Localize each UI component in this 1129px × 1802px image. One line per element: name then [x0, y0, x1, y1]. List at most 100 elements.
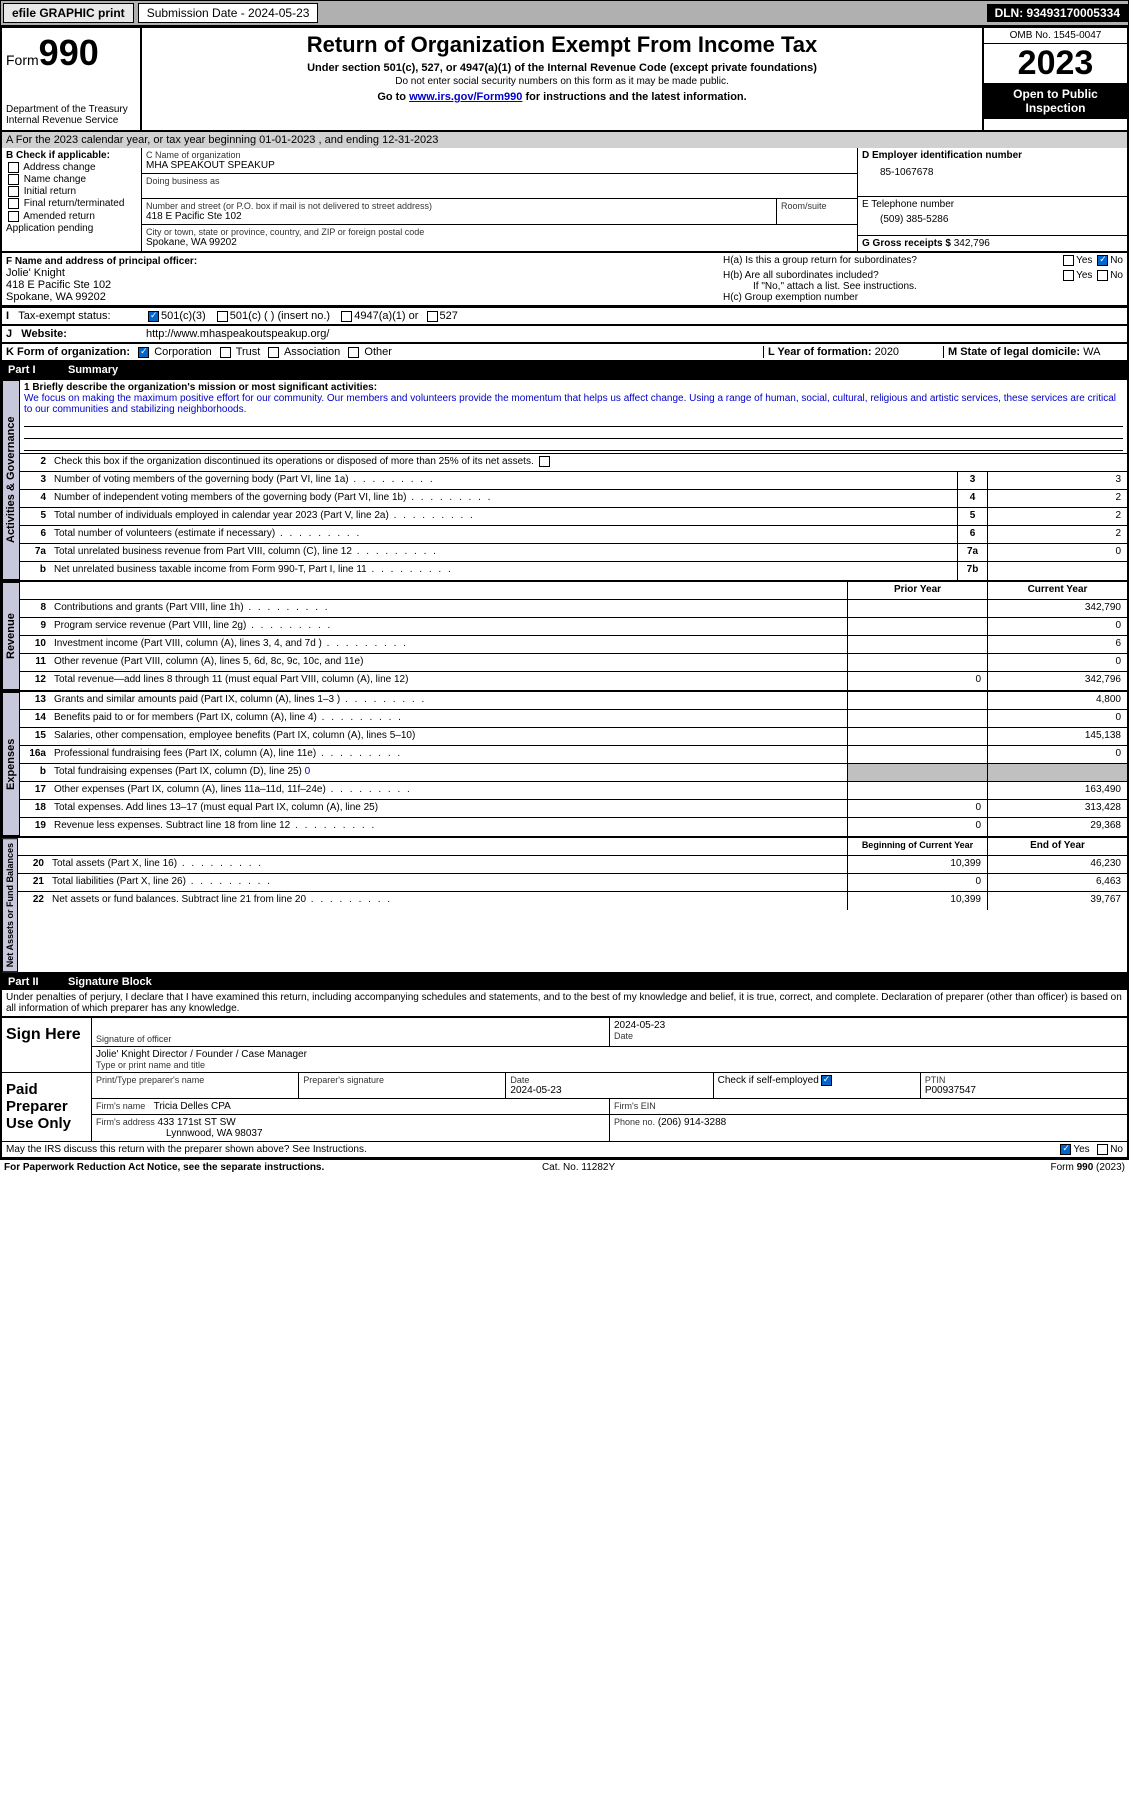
topbar: efile GRAPHIC print Submission Date - 20…: [0, 0, 1129, 26]
val-5: 2: [987, 508, 1127, 525]
firm-name: Tricia Delles CPA: [154, 1101, 231, 1112]
cat-no: Cat. No. 11282Y: [542, 1162, 615, 1173]
chk-amended[interactable]: [8, 211, 19, 222]
room-label: Room/suite: [781, 201, 853, 211]
line-9: Program service revenue (Part VIII, line…: [50, 618, 847, 635]
preparer-date: 2024-05-23: [510, 1085, 708, 1096]
form-link-row: Go to www.irs.gov/Form990 for instructio…: [146, 91, 978, 103]
phone-value: (509) 385-5286: [880, 214, 1123, 225]
officer-addr1: 418 E Pacific Ste 102: [6, 279, 723, 291]
header-grid: B Check if applicable: Address change Na…: [0, 148, 1129, 253]
city-label: City or town, state or province, country…: [146, 227, 853, 237]
val-8c: 342,790: [987, 600, 1127, 617]
sidetab-expenses: Expenses: [2, 692, 20, 836]
chk-corp[interactable]: [138, 347, 149, 358]
org-name-label: C Name of organization: [146, 150, 853, 160]
val-16ac: 0: [987, 746, 1127, 763]
val-20e: 46,230: [987, 856, 1127, 873]
val-20b: 10,399: [847, 856, 987, 873]
part1-label: Part I: [8, 364, 68, 376]
mission-label: 1 Briefly describe the organization's mi…: [24, 382, 1123, 393]
val-3: 3: [987, 472, 1127, 489]
form-label: Form: [6, 52, 39, 68]
form-title: Return of Organization Exempt From Incom…: [146, 32, 978, 58]
city-state-zip: Spokane, WA 99202: [146, 237, 853, 248]
chk-other[interactable]: [348, 347, 359, 358]
chk-discuss-no[interactable]: [1097, 1144, 1108, 1155]
line-22: Net assets or fund balances. Subtract li…: [48, 892, 847, 910]
firm-addr-label: Firm's address: [96, 1117, 155, 1127]
chk-hb-yes[interactable]: [1063, 270, 1074, 281]
chk-initial-return[interactable]: [8, 186, 19, 197]
firm-phone: (206) 914-3288: [658, 1117, 726, 1128]
chk-hb-no[interactable]: [1097, 270, 1108, 281]
firm-ein-label: Firm's EIN: [614, 1101, 656, 1111]
sign-date: 2024-05-23: [614, 1020, 1123, 1031]
prior-year-hdr: Prior Year: [847, 582, 987, 599]
part2-bar: Part II Signature Block: [0, 974, 1129, 990]
hb-label: H(b) Are all subordinates included?: [723, 270, 879, 281]
line-10: Investment income (Part VIII, column (A)…: [50, 636, 847, 653]
chk-assoc[interactable]: [268, 347, 279, 358]
part1-bar: Part I Summary: [0, 362, 1129, 378]
val-18c: 313,428: [987, 800, 1127, 817]
ptin-label: PTIN: [925, 1075, 1123, 1085]
dln: DLN: 93493170005334: [987, 4, 1128, 22]
chk-ha-no[interactable]: [1097, 255, 1108, 266]
signature-block: Sign Here Signature of officer 2024-05-2…: [0, 1018, 1129, 1159]
val-12p: 0: [847, 672, 987, 690]
val-7b: [987, 562, 1127, 580]
val-10c: 6: [987, 636, 1127, 653]
chk-ha-yes[interactable]: [1063, 255, 1074, 266]
val-9c: 0: [987, 618, 1127, 635]
chk-527[interactable]: [427, 311, 438, 322]
val-13c: 4,800: [987, 692, 1127, 709]
form-org-label: K Form of organization:: [6, 346, 130, 358]
val-15c: 145,138: [987, 728, 1127, 745]
line-19: Revenue less expenses. Subtract line 18 …: [50, 818, 847, 836]
chk-self-employed[interactable]: [821, 1075, 832, 1086]
row-i-exempt: I Tax-exempt status: 501(c)(3) 501(c) ( …: [0, 307, 1129, 326]
website-link[interactable]: http://www.mhaspeakoutspeakup.org/: [146, 328, 329, 340]
line-15: Salaries, other compensation, employee b…: [50, 728, 847, 745]
chk-trust[interactable]: [220, 347, 231, 358]
line-14: Benefits paid to or for members (Part IX…: [50, 710, 847, 727]
chk-discuss-yes[interactable]: [1060, 1144, 1071, 1155]
firm-phone-label: Phone no.: [614, 1117, 655, 1127]
current-year-hdr: Current Year: [987, 582, 1127, 599]
officer-label: F Name and address of principal officer:: [6, 256, 723, 267]
sidetab-revenue: Revenue: [2, 582, 20, 690]
irs-label: Internal Revenue Service: [6, 115, 136, 126]
line-16a: Professional fundraising fees (Part IX, …: [50, 746, 847, 763]
preparer-name-label: Print/Type preparer's name: [96, 1075, 294, 1085]
form-number: 990: [39, 32, 99, 73]
line-3: Number of voting members of the governin…: [50, 472, 957, 489]
paid-preparer-label: Paid Preparer Use Only: [2, 1073, 92, 1141]
form-footer: Form 990 (2023): [1050, 1162, 1124, 1173]
officer-addr2: Spokane, WA 99202: [6, 291, 723, 303]
chk-final-return[interactable]: [8, 198, 19, 209]
line-17: Other expenses (Part IX, column (A), lin…: [50, 782, 847, 799]
val-19p: 0: [847, 818, 987, 836]
efile-print-btn[interactable]: efile GRAPHIC print: [3, 3, 134, 23]
val-22e: 39,767: [987, 892, 1127, 910]
line-16b: Total fundraising expenses (Part IX, col…: [50, 764, 847, 781]
hb-note: If "No," attach a list. See instructions…: [753, 281, 1123, 292]
line-12: Total revenue—add lines 8 through 11 (mu…: [50, 672, 847, 690]
discuss-question: May the IRS discuss this return with the…: [6, 1144, 367, 1155]
irs-link[interactable]: www.irs.gov/Form990: [409, 91, 522, 103]
val-7a: 0: [987, 544, 1127, 561]
pra-notice: For Paperwork Reduction Act Notice, see …: [4, 1162, 324, 1173]
hc-label: H(c) Group exemption number: [723, 292, 1123, 303]
chk-name-change[interactable]: [8, 174, 19, 185]
open-public: Open to Public Inspection: [984, 83, 1127, 119]
chk-discontinued[interactable]: [539, 456, 550, 467]
val-21e: 6,463: [987, 874, 1127, 891]
chk-501c[interactable]: [217, 311, 228, 322]
chk-address-change[interactable]: [8, 162, 19, 173]
line-4: Number of independent voting members of …: [50, 490, 957, 507]
val-19c: 29,368: [987, 818, 1127, 836]
chk-501c3[interactable]: [148, 311, 159, 322]
form-header: Form990 Department of the Treasury Inter…: [0, 26, 1129, 132]
chk-4947[interactable]: [341, 311, 352, 322]
